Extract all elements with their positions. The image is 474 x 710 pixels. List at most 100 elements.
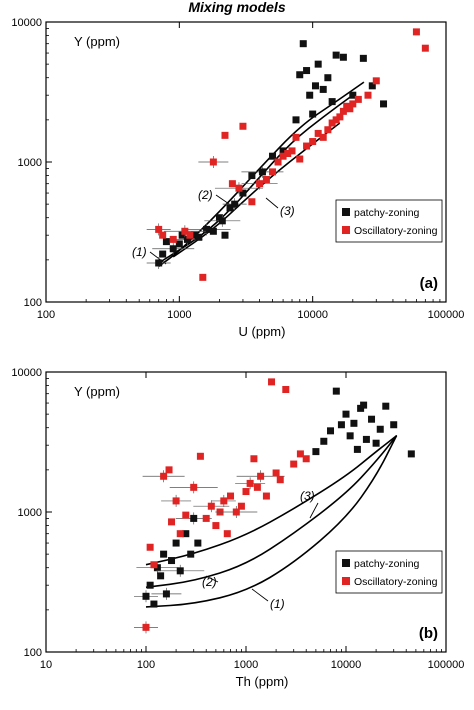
oscillatory-zoning-point xyxy=(339,107,347,115)
oscillatory-zoning-point xyxy=(186,231,194,239)
data-points-a xyxy=(146,28,429,281)
patchy-zoning-point xyxy=(292,116,300,124)
patchy-zoning-point xyxy=(382,402,390,410)
patchy-zoning-point xyxy=(319,85,327,93)
patchy-zoning-point xyxy=(312,448,320,456)
oscillatory-zoning-point xyxy=(314,129,322,137)
oscillatory-zoning-point xyxy=(196,452,204,460)
oscillatory-zoning-point xyxy=(421,44,429,52)
legend-box-b xyxy=(335,550,443,594)
oscillatory-zoning-point xyxy=(336,113,344,121)
patchy-zoning-point xyxy=(187,550,195,558)
annotation-2-a: (2) xyxy=(198,188,213,202)
patchy-zoning-point xyxy=(168,557,176,565)
oscillatory-zoning-point xyxy=(332,116,340,124)
legend-swatch-patchy-b xyxy=(342,559,350,567)
patchy-zoning-point xyxy=(306,91,314,99)
patchy-zoning-point xyxy=(327,427,335,435)
patchy-zoning-point xyxy=(157,572,165,580)
legend-label-patchy-b: patchy-zoning xyxy=(354,558,420,570)
oscillatory-zoning-point xyxy=(232,508,240,516)
patchy-zoning-point xyxy=(182,530,190,538)
oscillatory-zoning-point xyxy=(292,133,300,141)
y-tick-label: 100 xyxy=(24,297,42,309)
patchy-zoning-point xyxy=(339,53,347,61)
patchy-zoning-point xyxy=(368,82,376,90)
patchy-zoning-point xyxy=(372,439,380,447)
patchy-zoning-point xyxy=(346,432,354,440)
patchy-zoning-point xyxy=(368,415,376,423)
patchy-zoning-point xyxy=(175,240,183,248)
patchy-zoning-point xyxy=(296,71,304,79)
oscillatory-zoning-point xyxy=(172,497,180,505)
oscillatory-zoning-point xyxy=(324,126,332,134)
annotation-pointer xyxy=(149,251,167,265)
patchy-zoning-point xyxy=(239,189,247,197)
oscillatory-zoning-point xyxy=(228,180,236,188)
legend-swatch-oscillatory-a xyxy=(342,226,350,234)
patchy-zoning-point xyxy=(337,421,345,429)
oscillatory-zoning-point xyxy=(209,158,217,166)
oscillatory-zoning-point xyxy=(296,155,304,163)
oscillatory-zoning-point xyxy=(227,492,235,500)
mixing-curve-1 xyxy=(145,434,398,608)
x-tick-label: 100 xyxy=(37,309,55,321)
oscillatory-zoning-point xyxy=(182,511,190,519)
annotation-1-b: (1) xyxy=(270,597,285,611)
patchy-zoning-point xyxy=(258,168,266,176)
oscillatory-zoning-point xyxy=(412,28,420,36)
patchy-zoning-point xyxy=(328,98,336,106)
patchy-zoning-point xyxy=(309,110,317,118)
patchy-zoning-point xyxy=(324,74,332,82)
y-tick-label: 1000 xyxy=(18,507,42,519)
patchy-zoning-point xyxy=(209,227,217,235)
legend-swatch-patchy-a xyxy=(342,208,350,216)
patchy-zoning-point xyxy=(183,235,191,243)
patchy-zoning-point xyxy=(248,172,256,180)
y-tick-label: 10000 xyxy=(11,17,42,29)
patchy-zoning-point xyxy=(159,250,167,258)
legend-box-a xyxy=(335,199,443,243)
oscillatory-zoning-point xyxy=(239,122,247,130)
patchy-zoning-point xyxy=(360,401,368,409)
oscillatory-zoning-point xyxy=(269,168,277,176)
patchy-zoning-point xyxy=(203,225,211,233)
oscillatory-zoning-point xyxy=(262,492,270,500)
patchy-zoning-point xyxy=(218,217,226,225)
annotation-pointer xyxy=(309,502,319,519)
oscillatory-zoning-point xyxy=(349,100,357,108)
patchy-zoning-point xyxy=(407,450,415,458)
x-tick-label: 1000 xyxy=(234,659,258,671)
patchy-zoning-point xyxy=(350,419,358,427)
oscillatory-zoning-point xyxy=(221,131,229,139)
oscillatory-zoning-point xyxy=(290,460,298,468)
oscillatory-zoning-point xyxy=(146,543,154,551)
legend-swatch-oscillatory-b xyxy=(342,577,350,585)
legend-label-oscillatory-b: Oscillatory-zoning xyxy=(354,576,438,588)
oscillatory-zoning-point xyxy=(303,142,311,150)
oscillatory-zoning-point xyxy=(372,77,380,85)
patchy-zoning-point xyxy=(314,60,322,68)
oscillatory-zoning-point xyxy=(288,147,296,155)
oscillatory-zoning-point xyxy=(159,231,167,239)
oscillatory-zoning-point xyxy=(250,455,258,463)
patchy-zoning-point xyxy=(155,259,163,267)
mixing-curve-2 xyxy=(145,435,398,589)
oscillatory-zoning-point xyxy=(354,95,362,103)
oscillatory-zoning-point xyxy=(319,133,327,141)
patchy-zoning-point xyxy=(279,147,287,155)
patchy-zoning-point xyxy=(332,387,340,395)
patchy-zoning-point xyxy=(194,539,202,547)
oscillatory-zoning-point xyxy=(279,152,287,160)
oscillatory-zoning-point xyxy=(282,385,290,393)
panel-label-a: (a) xyxy=(420,275,438,292)
plot-frame-a xyxy=(45,21,447,303)
x-axis-label-a: U (ppm) xyxy=(239,324,286,339)
oscillatory-zoning-point xyxy=(169,235,177,243)
oscillatory-zoning-point xyxy=(309,138,317,146)
patchy-zoning-point xyxy=(342,410,350,418)
legend-label-patchy-a: patchy-zoning xyxy=(354,207,420,219)
